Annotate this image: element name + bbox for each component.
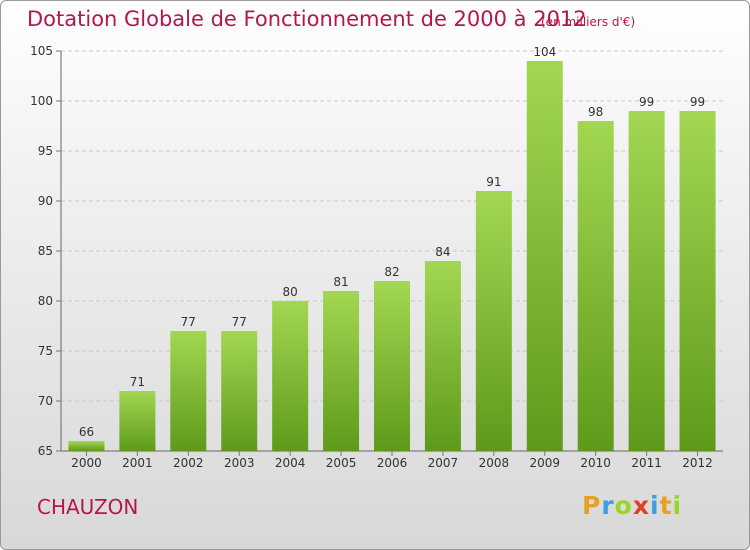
x-tick-label: 2007 (428, 456, 459, 470)
bar-value-label: 77 (181, 315, 196, 329)
y-tick-label: 85 (38, 244, 53, 258)
bar-value-label: 81 (333, 275, 348, 289)
logo-letter: r (601, 491, 615, 520)
y-tick-label: 90 (38, 194, 53, 208)
bar (68, 441, 105, 451)
x-tick-label: 2002 (173, 456, 204, 470)
bar-value-label: 66 (79, 425, 94, 439)
bar-value-label: 82 (384, 265, 399, 279)
bar-value-label: 98 (588, 105, 603, 119)
x-tick-label: 2001 (122, 456, 153, 470)
bar-value-label: 80 (283, 285, 298, 299)
y-tick-label: 100 (30, 94, 53, 108)
x-tick-label: 2004 (275, 456, 306, 470)
commune-name: CHAUZON (37, 495, 139, 519)
x-tick-label: 2010 (580, 456, 611, 470)
bar-value-label: 77 (232, 315, 247, 329)
bar-value-label: 104 (533, 45, 556, 59)
logo-letter: i (650, 491, 660, 520)
bar-value-label: 99 (639, 95, 654, 109)
logo-letter: o (614, 491, 633, 520)
y-tick-label: 95 (38, 144, 53, 158)
bar (272, 301, 309, 451)
proxiti-logo[interactable]: Proxiti (582, 491, 682, 520)
y-tick-label: 65 (38, 444, 53, 458)
y-tick-label: 105 (30, 44, 53, 58)
logo-letter: x (632, 491, 650, 520)
y-tick-label: 70 (38, 394, 53, 408)
x-tick-label: 2006 (377, 456, 408, 470)
bar (475, 191, 512, 451)
bar (374, 281, 410, 451)
x-tick-label: 2008 (479, 456, 510, 470)
bar (221, 331, 258, 451)
x-tick-label: 2003 (224, 456, 255, 470)
x-tick-label: 2005 (326, 456, 357, 470)
chart-subtitle: (en milliers d'€) (541, 15, 636, 29)
logo-letter: P (582, 491, 602, 520)
x-tick-label: 2012 (682, 456, 713, 470)
bar (679, 111, 716, 451)
y-tick-label: 80 (38, 294, 53, 308)
bar (119, 391, 156, 451)
bar-value-label: 84 (435, 245, 450, 259)
bar-value-label: 99 (690, 95, 705, 109)
chart-title: Dotation Globale de Fonctionnement de 20… (27, 7, 587, 31)
bar (628, 111, 665, 451)
bar-value-label: 71 (130, 375, 145, 389)
bar (323, 291, 360, 451)
bar (424, 261, 461, 451)
y-tick-label: 75 (38, 344, 53, 358)
bar (577, 121, 614, 451)
bar (526, 61, 563, 451)
bar (170, 331, 207, 451)
x-tick-label: 2011 (631, 456, 662, 470)
x-tick-label: 2000 (71, 456, 102, 470)
logo-letter: t (659, 491, 673, 520)
logo-letter: i (672, 491, 683, 520)
bar-value-label: 91 (486, 175, 501, 189)
x-tick-label: 2009 (529, 456, 560, 470)
